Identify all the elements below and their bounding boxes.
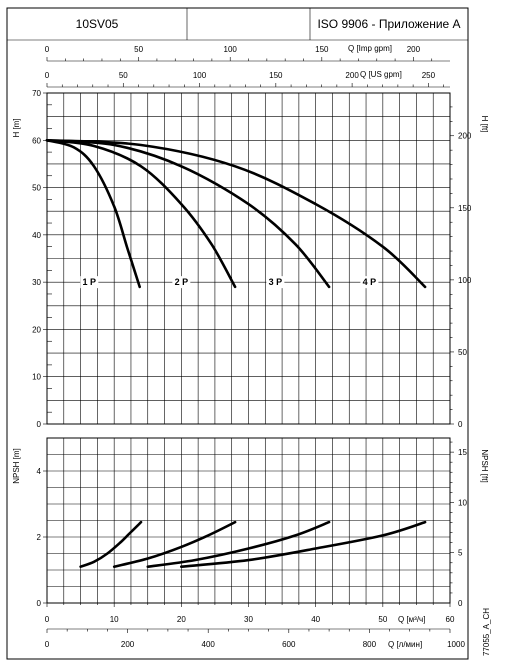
us-gpm-tick-label: 150: [269, 71, 283, 80]
head-curve-label-2p: 2 P: [175, 277, 189, 287]
npsh-curve-3p: [146, 520, 331, 568]
head-ytick-label: 30: [32, 278, 41, 287]
head-curve-label-1p: 1 P: [83, 277, 97, 287]
head-ytick-label: 60: [32, 136, 41, 145]
lpm-tick-label: 800: [363, 640, 377, 649]
head-ytick-label: 0: [37, 420, 42, 429]
head-curve-label-3p: 3 P: [269, 277, 283, 287]
head-ftick-label: 150: [458, 204, 472, 213]
us-gpm-tick-label: 200: [345, 71, 359, 80]
npsh-ftick-label: 15: [458, 448, 467, 457]
m3h-tick-label: 10: [110, 615, 119, 624]
head-ftick-label: 50: [458, 348, 467, 357]
npsh-ftick-label: 0: [458, 599, 463, 608]
npsh-curve-1p: [79, 520, 143, 568]
lpm-tick-label: 1000: [447, 640, 465, 649]
bottom-flow-axes: 0 10 20 30 40 50 600 200 400 600 800 1000: [45, 603, 465, 649]
head-ylabel-right: H [ft]: [480, 116, 489, 133]
us-gpm-axis-label: Q [US gpm]: [360, 70, 402, 79]
npsh-xlabel-lpm: Q [л/мин]: [388, 640, 422, 649]
npsh-ftick-label: 5: [458, 549, 463, 558]
imp-gpm-axis-label: Q [Imp gpm]: [348, 44, 392, 53]
npsh-chart-ticks: 0 2 4 0 5 10 15: [37, 441, 467, 608]
head-ytick-label: 70: [32, 89, 41, 98]
head-ytick-label: 20: [32, 325, 41, 334]
head-ytick-label: 50: [32, 184, 41, 193]
npsh-curve-4p: [180, 520, 427, 568]
head-curve-1p: [45, 139, 141, 289]
npsh-chart-grid: [46, 437, 451, 604]
m3h-tick-label: 60: [446, 615, 455, 624]
npsh-ylabel-left: NPSH [m]: [12, 448, 21, 484]
head-ytick-label: 10: [32, 373, 41, 382]
npsh-ytick-label: 2: [37, 533, 42, 542]
model-title: 10SV05: [76, 17, 119, 31]
lpm-tick-label: 400: [202, 640, 216, 649]
standard-title: ISO 9906 - Приложение A: [317, 17, 460, 31]
imp-gpm-tick-label: 50: [134, 45, 143, 54]
npsh-ytick-label: 4: [37, 467, 42, 476]
npsh-ylabel-right: NPSH [ft]: [480, 449, 489, 482]
lpm-tick-label: 200: [121, 640, 135, 649]
head-chart-ticks: 0 10 20 30 40 50 60 70 0 50 100 150 200: [32, 89, 472, 429]
npsh-xlabel-m3h: Q [м³/ч]: [398, 615, 425, 624]
head-ftick-label: 0: [458, 420, 463, 429]
us-gpm-tick-label: 100: [193, 71, 207, 80]
imp-gpm-tick-label: 200: [407, 45, 421, 54]
curve-label-bg: [80, 276, 99, 289]
head-ylabel-left: H [m]: [12, 118, 21, 137]
m3h-tick-label: 20: [177, 615, 186, 624]
npsh-curve-2p: [112, 520, 237, 568]
head-curve-4p: [45, 139, 427, 289]
m3h-tick-label: 40: [311, 615, 320, 624]
sheet-frame: [6, 7, 469, 660]
curve-label-bg: [360, 276, 379, 289]
npsh-chart-curves: [79, 520, 427, 568]
npsh-ytick-label: 0: [37, 599, 42, 608]
lpm-tick-label: 0: [45, 640, 50, 649]
npsh-ftick-label: 10: [458, 498, 467, 507]
m3h-tick-label: 30: [244, 615, 253, 624]
curve-label-bg: [266, 276, 285, 289]
head-curve-label-4p: 4 P: [363, 277, 377, 287]
head-ftick-label: 100: [458, 276, 472, 285]
head-ytick-label: 40: [32, 231, 41, 240]
imp-gpm-tick-label: 150: [315, 45, 329, 54]
m3h-tick-label: 0: [45, 615, 50, 624]
head-curve-3p: [45, 139, 331, 289]
top-flow-axes: 0 50 100 150 200 0 50 100 150 200 250: [45, 45, 450, 88]
head-chart-curves: 1 P 2 P 3 P 4 P: [45, 139, 427, 289]
us-gpm-tick-label: 250: [422, 71, 436, 80]
imp-gpm-tick-label: 0: [45, 45, 50, 54]
head-ftick-label: 200: [458, 132, 472, 141]
head-chart-grid: [46, 92, 451, 425]
m3h-tick-label: 50: [378, 615, 387, 624]
lpm-tick-label: 600: [282, 640, 296, 649]
head-curve-2p: [45, 139, 237, 289]
us-gpm-tick-label: 50: [119, 71, 128, 80]
us-gpm-tick-label: 0: [45, 71, 50, 80]
imp-gpm-tick-label: 100: [224, 45, 238, 54]
curve-label-bg: [172, 276, 191, 289]
drawing-code: 77055_A_CH: [482, 608, 491, 656]
